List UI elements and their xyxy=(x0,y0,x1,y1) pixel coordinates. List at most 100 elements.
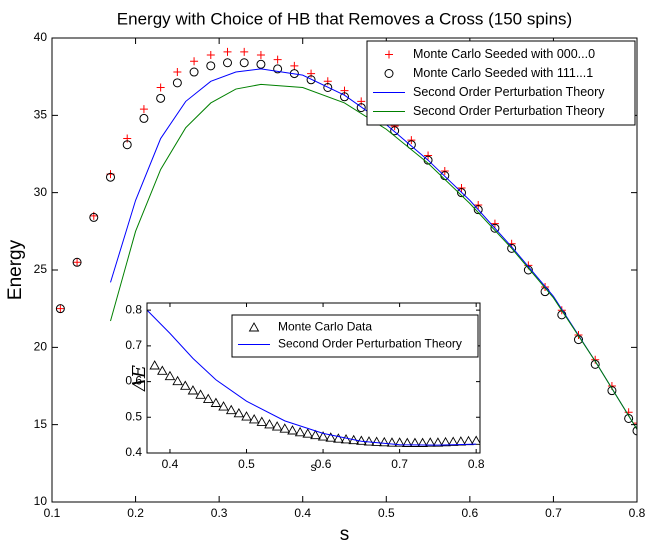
marker xyxy=(432,437,444,447)
marker xyxy=(306,75,316,85)
marker xyxy=(390,126,400,136)
legend-label: Second Order Perturbation Theory xyxy=(278,337,462,351)
marker xyxy=(172,375,183,386)
marker xyxy=(256,416,268,426)
marker xyxy=(507,243,517,253)
x-tick-label: 0.5 xyxy=(378,506,395,520)
marker xyxy=(407,136,416,145)
plot-series xyxy=(55,47,637,436)
legend-marker xyxy=(248,322,260,332)
marker xyxy=(256,59,266,69)
marker xyxy=(424,151,433,160)
marker xyxy=(202,393,214,404)
legend-label: Second Order Perturbation Theory xyxy=(413,85,605,99)
marker xyxy=(264,419,275,429)
marker xyxy=(371,436,382,446)
x-tick-label: 0.8 xyxy=(629,506,646,520)
marker xyxy=(56,304,65,313)
marker xyxy=(156,93,166,103)
marker xyxy=(156,83,165,92)
y-tick-label: 0.7 xyxy=(125,338,142,352)
legend-marker xyxy=(384,69,394,78)
marker xyxy=(189,67,199,77)
marker xyxy=(363,436,375,446)
y-tick-label: 15 xyxy=(34,417,48,431)
marker xyxy=(440,436,451,447)
marker xyxy=(447,436,459,446)
marker xyxy=(180,380,191,390)
marker xyxy=(356,103,366,113)
y-tick-label: 10 xyxy=(34,494,48,508)
marker xyxy=(72,257,82,267)
legend-marker xyxy=(385,50,393,59)
y-axis-label: ΔE xyxy=(129,365,150,392)
x-tick-label: 0.8 xyxy=(468,457,485,471)
y-tick-label: 30 xyxy=(34,185,48,199)
marker xyxy=(310,429,321,440)
axes-frame xyxy=(146,302,481,454)
marker xyxy=(287,425,298,435)
marker xyxy=(490,219,499,228)
x-tick-label: 0.2 xyxy=(127,506,144,520)
marker xyxy=(206,61,216,71)
marker xyxy=(106,172,115,182)
marker xyxy=(149,360,160,370)
marker xyxy=(239,58,249,68)
marker xyxy=(386,437,398,447)
y-tick-label: 0.5 xyxy=(125,409,142,423)
x-tick-label: 0.7 xyxy=(391,457,408,471)
marker xyxy=(607,386,617,396)
marker xyxy=(139,113,149,123)
marker xyxy=(240,47,249,56)
marker xyxy=(473,205,483,215)
plot-series xyxy=(147,309,480,447)
marker xyxy=(187,385,199,395)
series-line xyxy=(147,309,477,446)
marker xyxy=(633,419,637,428)
marker xyxy=(164,370,176,381)
marker xyxy=(323,82,333,92)
marker xyxy=(402,437,413,447)
marker xyxy=(457,184,466,193)
marker xyxy=(490,223,500,233)
marker xyxy=(225,404,237,415)
y-tick-label: 35 xyxy=(34,108,48,122)
series-line xyxy=(110,83,637,430)
marker xyxy=(424,437,436,447)
marker xyxy=(333,433,344,443)
marker xyxy=(302,428,314,438)
x-tick-label: 0.1 xyxy=(44,506,61,520)
y-tick-label: 0.4 xyxy=(125,445,142,459)
marker xyxy=(417,437,428,447)
marker xyxy=(457,188,466,198)
x-tick-label: 0.4 xyxy=(162,457,179,471)
marker xyxy=(273,55,282,64)
marker xyxy=(206,51,215,60)
marker xyxy=(340,92,349,102)
marker xyxy=(73,258,82,267)
marker xyxy=(233,407,245,418)
y-tick-label: 0.8 xyxy=(125,302,142,316)
y-tick-label: 20 xyxy=(34,340,48,354)
marker xyxy=(455,436,467,446)
legend-label: Monte Carlo Seeded with 000...0 xyxy=(413,47,595,61)
marker xyxy=(55,304,65,314)
y-tick-label: 0.6 xyxy=(125,374,142,388)
marker xyxy=(139,105,148,114)
x-tick-label: 0.4 xyxy=(294,506,311,520)
x-tick-label: 0.7 xyxy=(545,506,562,520)
marker xyxy=(325,432,336,442)
marker xyxy=(624,413,634,423)
legend-box xyxy=(366,40,636,126)
marker xyxy=(317,431,329,441)
marker xyxy=(223,58,232,68)
marker xyxy=(210,397,222,407)
marker xyxy=(195,389,206,399)
legend-box xyxy=(231,314,479,358)
marker xyxy=(409,437,421,447)
x-tick-label: 0.3 xyxy=(211,506,228,520)
marker xyxy=(279,423,291,433)
x-axis-label: s xyxy=(340,524,350,545)
x-tick-label: 0.5 xyxy=(238,457,255,471)
marker xyxy=(122,140,132,150)
